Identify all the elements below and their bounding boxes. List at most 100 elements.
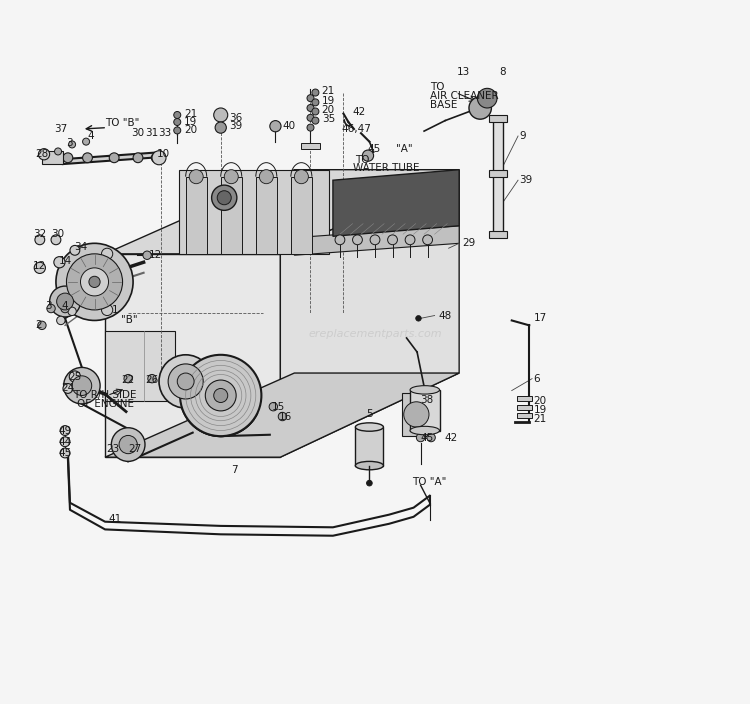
Circle shape [60, 437, 70, 446]
Circle shape [67, 254, 122, 310]
Polygon shape [105, 373, 459, 457]
Text: BASE: BASE [430, 100, 457, 110]
Circle shape [111, 428, 145, 461]
Circle shape [64, 367, 100, 404]
Text: 14: 14 [58, 256, 72, 266]
Text: 12: 12 [33, 261, 46, 272]
Text: 1: 1 [112, 305, 118, 315]
Text: 20: 20 [322, 105, 334, 115]
Text: 4: 4 [88, 131, 94, 141]
Text: 6: 6 [533, 374, 540, 384]
Circle shape [312, 99, 319, 106]
Circle shape [60, 426, 70, 436]
Polygon shape [105, 254, 280, 457]
Circle shape [370, 235, 380, 245]
Circle shape [427, 434, 435, 441]
Text: 37: 37 [54, 124, 68, 134]
Text: 24: 24 [62, 384, 74, 394]
Text: 38: 38 [420, 395, 434, 405]
Circle shape [50, 286, 80, 317]
Circle shape [168, 364, 203, 399]
Circle shape [404, 402, 429, 427]
Text: 39: 39 [230, 121, 242, 131]
Circle shape [215, 122, 226, 133]
Text: AIR CLEANER: AIR CLEANER [430, 91, 498, 101]
Text: 2: 2 [35, 320, 42, 330]
Bar [402, 393, 431, 436]
Text: 42: 42 [444, 432, 458, 443]
Text: 10: 10 [157, 149, 170, 158]
Text: 19: 19 [533, 405, 547, 415]
Circle shape [270, 120, 281, 132]
Text: 3: 3 [67, 138, 74, 148]
Text: 46,47: 46,47 [341, 124, 371, 134]
Circle shape [55, 148, 62, 155]
Circle shape [54, 257, 65, 268]
Text: 45: 45 [367, 144, 380, 153]
Circle shape [56, 244, 133, 320]
Circle shape [57, 293, 74, 310]
Polygon shape [294, 226, 459, 256]
Bar [105, 331, 176, 401]
Bar [517, 396, 532, 401]
Polygon shape [105, 170, 459, 254]
Bar [356, 427, 383, 465]
Circle shape [416, 315, 422, 321]
Circle shape [63, 384, 73, 394]
Text: "A": "A" [396, 144, 412, 153]
Circle shape [180, 355, 262, 436]
Text: TO R/H SIDE: TO R/H SIDE [74, 391, 136, 401]
Polygon shape [186, 177, 207, 254]
Bar [178, 170, 329, 254]
Polygon shape [256, 177, 277, 254]
Circle shape [206, 380, 236, 411]
Circle shape [217, 191, 231, 205]
Text: 30: 30 [131, 128, 145, 138]
Text: 28: 28 [35, 149, 49, 159]
Circle shape [68, 141, 76, 148]
Text: 30: 30 [52, 230, 64, 239]
Circle shape [72, 376, 92, 396]
Bar [488, 115, 507, 122]
Circle shape [35, 235, 45, 245]
Text: 5: 5 [366, 409, 373, 419]
Circle shape [307, 114, 314, 121]
Bar [488, 170, 507, 177]
Text: TO "B": TO "B" [105, 118, 140, 128]
Circle shape [80, 268, 109, 296]
Circle shape [478, 88, 497, 108]
Bar [410, 390, 440, 431]
Circle shape [416, 434, 424, 441]
Circle shape [269, 403, 278, 411]
Ellipse shape [410, 386, 440, 394]
Circle shape [69, 371, 80, 382]
Circle shape [82, 153, 92, 163]
Circle shape [405, 235, 415, 245]
Circle shape [335, 235, 345, 245]
Circle shape [307, 94, 314, 101]
Text: 31: 31 [146, 128, 159, 138]
Text: 20: 20 [184, 125, 197, 135]
Text: 29: 29 [462, 239, 476, 249]
Polygon shape [63, 152, 161, 164]
Text: 4: 4 [62, 301, 68, 311]
Text: OF ENGINE: OF ENGINE [76, 399, 134, 409]
Text: TO: TO [356, 155, 370, 165]
Text: 19: 19 [322, 96, 335, 106]
Circle shape [148, 375, 156, 383]
Text: 25: 25 [68, 372, 82, 382]
Circle shape [312, 117, 319, 124]
Text: 36: 36 [230, 113, 242, 122]
Text: 40: 40 [283, 121, 296, 131]
Circle shape [174, 118, 181, 125]
Circle shape [51, 235, 61, 245]
Circle shape [189, 170, 203, 184]
Circle shape [352, 235, 362, 245]
Circle shape [152, 151, 166, 165]
Circle shape [68, 307, 76, 315]
Circle shape [423, 235, 433, 245]
Text: 42: 42 [352, 107, 366, 117]
Circle shape [63, 153, 73, 163]
Circle shape [211, 185, 237, 210]
Circle shape [177, 373, 194, 390]
